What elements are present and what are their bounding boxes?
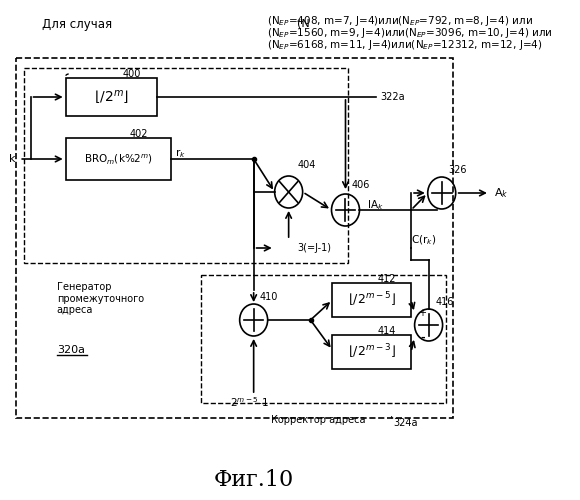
Bar: [16, 58, 453, 418]
Bar: [332, 283, 411, 317]
Text: 324a: 324a: [394, 418, 418, 428]
Bar: [201, 275, 446, 403]
Text: (N: (N: [298, 18, 310, 28]
Text: $\lfloor /2^m \rfloor$: $\lfloor /2^m \rfloor$: [93, 88, 129, 106]
Text: 414: 414: [378, 326, 396, 336]
Text: +: +: [419, 308, 426, 318]
Text: 320a: 320a: [57, 345, 85, 355]
Text: IA$_k$: IA$_k$: [367, 198, 384, 212]
Text: Генератор
промежуточного
адреса: Генератор промежуточного адреса: [57, 282, 144, 315]
Text: (N$_{ЕР}$=6168, m=11, J=4)или(N$_{ЕР}$=12312, m=12, J=4): (N$_{ЕР}$=6168, m=11, J=4)или(N$_{ЕР}$=1…: [267, 38, 542, 52]
Text: k: k: [9, 154, 16, 164]
Text: Для случая: Для случая: [42, 18, 112, 31]
Text: 326: 326: [448, 165, 466, 175]
Text: $\lfloor /2^{m-3} \rfloor$: $\lfloor /2^{m-3} \rfloor$: [347, 343, 396, 361]
Text: $\lfloor /2^{m-5} \rfloor$: $\lfloor /2^{m-5} \rfloor$: [347, 291, 396, 309]
Text: 402: 402: [129, 129, 148, 139]
Text: (N$_{ЕР}$=1560, m=9, J=4)или(N$_{ЕР}$=3096, m=10, J=4) или: (N$_{ЕР}$=1560, m=9, J=4)или(N$_{ЕР}$=30…: [267, 26, 553, 40]
Text: A$_k$: A$_k$: [494, 186, 509, 200]
Text: BRO$_m$(k%2$^m$): BRO$_m$(k%2$^m$): [84, 152, 153, 166]
Text: -: -: [420, 333, 425, 343]
Text: 2$^{m-5}$-1: 2$^{m-5}$-1: [230, 395, 269, 409]
Text: 416: 416: [436, 297, 454, 307]
Bar: [66, 78, 157, 116]
Bar: [332, 335, 411, 369]
Text: (N$_{ЕР}$=408, m=7, J=4)или(N$_{ЕР}$=792, m=8, J=4) или: (N$_{ЕР}$=408, m=7, J=4)или(N$_{ЕР}$=792…: [267, 14, 532, 28]
Text: 410: 410: [260, 292, 278, 302]
Text: r$_k$: r$_k$: [175, 148, 186, 160]
Bar: [66, 138, 171, 180]
Bar: [24, 68, 348, 263]
Text: Корректор адреса: Корректор адреса: [271, 415, 365, 425]
Text: C(r$_k$): C(r$_k$): [411, 233, 436, 247]
Text: 400: 400: [122, 69, 141, 79]
Text: 412: 412: [378, 274, 396, 284]
Text: 404: 404: [298, 160, 316, 170]
Text: 3(=J-1): 3(=J-1): [298, 243, 331, 253]
Text: Фиг.10: Фиг.10: [213, 469, 294, 491]
Text: 322a: 322a: [380, 92, 405, 102]
Text: 406: 406: [351, 180, 370, 190]
